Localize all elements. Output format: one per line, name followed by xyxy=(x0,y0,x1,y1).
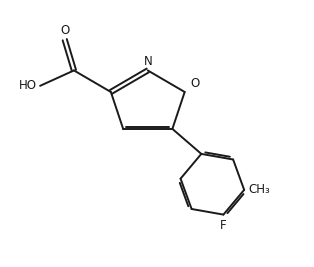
Text: F: F xyxy=(220,219,227,232)
Text: O: O xyxy=(60,23,69,37)
Text: O: O xyxy=(190,77,199,89)
Text: HO: HO xyxy=(19,79,37,92)
Text: CH₃: CH₃ xyxy=(249,183,271,196)
Text: N: N xyxy=(143,55,152,68)
